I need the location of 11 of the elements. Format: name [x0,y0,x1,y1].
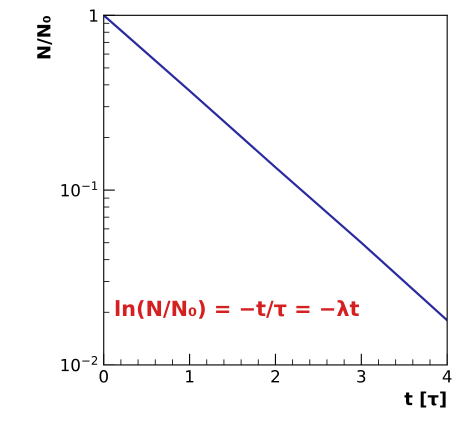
y-axis-title: N/N₀ [37,16,52,58]
y-tick-label: 10$^{−2}$ [62,356,98,372]
x-tick-label: 0 [100,370,108,383]
x-tick-label: 2 [271,370,280,382]
y-tick-label: 10$^{−1}$ [62,181,98,197]
x-tick-label: 1 [186,370,194,382]
y-tick-label: 1 [90,9,98,22]
annotation: ln(N/N₀) = −t/τ = −λt [116,300,360,319]
x-tick-label: 3 [357,370,366,383]
x-tick-label: 4 [442,370,452,382]
x-axis-title: t [τ] [404,391,446,408]
